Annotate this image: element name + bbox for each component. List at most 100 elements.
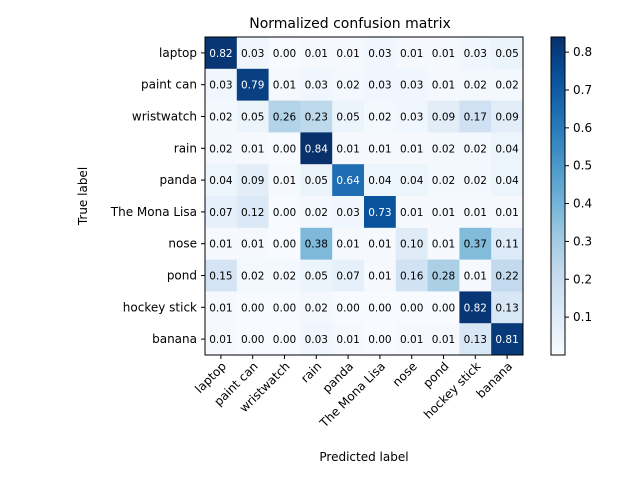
heatmap-cell	[459, 291, 492, 324]
heatmap-cell	[364, 100, 397, 133]
chart-title: Normalized confusion matrix	[249, 16, 451, 32]
cell-value-label: 0.13	[495, 302, 518, 314]
cell-value-label: 0.00	[368, 334, 391, 346]
cell-value-label: 0.02	[209, 143, 232, 155]
cell-value-label: 0.04	[495, 175, 519, 187]
cell-value-label: 0.02	[464, 143, 487, 155]
heatmap-cell	[491, 196, 524, 229]
heatmap-cell	[364, 132, 397, 165]
colorbar: 0.1 0.2 0.3 0.4 0.5 0.6 0.7 0.8	[550, 36, 592, 356]
cell-value-label: 0.73	[368, 207, 391, 219]
heatmap-cell	[491, 37, 524, 70]
heatmap-cell	[268, 68, 301, 102]
cell-value-label: 0.02	[495, 80, 518, 92]
heatmap-cell	[236, 37, 270, 70]
heatmap-cell	[236, 100, 270, 133]
heatmap-cell	[300, 100, 333, 133]
cell-value-label: 0.01	[400, 334, 423, 346]
cell-value-label: 0.01	[432, 239, 455, 251]
heatmap-cell	[364, 291, 397, 324]
y-tick-label: rain	[174, 141, 197, 155]
cell-value-label: 0.00	[273, 207, 296, 219]
colorbar-tick-label: 0.5	[573, 159, 592, 173]
cell-value-label: 0.01	[432, 80, 455, 92]
cell-value-label: 0.00	[273, 334, 296, 346]
heatmap-cell	[491, 164, 524, 197]
cell-value-label: 0.26	[273, 112, 297, 124]
colorbar-tick-label: 0.1	[573, 310, 592, 324]
heatmap-cell	[268, 132, 301, 165]
cell-value-label: 0.01	[305, 48, 328, 60]
y-tick-label: paint can	[141, 78, 197, 92]
cell-value-label: 0.79	[241, 80, 264, 92]
y-tick-label: nose	[168, 237, 197, 251]
cell-value-label: 0.03	[368, 48, 391, 60]
heatmap-cell	[491, 132, 524, 165]
cell-value-label: 0.01	[368, 143, 391, 155]
cell-value-label: 0.04	[495, 143, 519, 155]
heatmap-cell	[459, 100, 492, 133]
cell-value-label: 0.03	[336, 207, 359, 219]
heatmap-cell	[427, 68, 460, 102]
heatmap-cell	[364, 164, 397, 197]
heatmap-cell	[395, 196, 429, 229]
y-tick-label: banana	[152, 332, 197, 346]
colorbar-tick-label: 0.6	[573, 121, 592, 135]
cell-value-label: 0.02	[273, 271, 296, 283]
cell-value-label: 0.01	[368, 239, 391, 251]
cell-value-label: 0.01	[400, 143, 423, 155]
heatmap-cell	[364, 323, 397, 356]
heatmap-cell	[300, 132, 333, 165]
cell-value-label: 0.07	[336, 271, 359, 283]
cell-value-label: 0.01	[209, 239, 232, 251]
heatmap-cell	[395, 291, 429, 324]
cell-value-label: 0.02	[432, 143, 455, 155]
cell-value-label: 0.01	[209, 302, 232, 314]
x-axis-label: Predicted label	[319, 450, 408, 464]
heatmap-cells	[205, 37, 524, 356]
heatmap-cell	[332, 100, 365, 133]
cell-value-label: 0.00	[273, 143, 296, 155]
cell-value-label: 0.01	[336, 48, 359, 60]
heatmap-cell	[236, 259, 270, 292]
colorbar-tick-label: 0.7	[573, 83, 592, 97]
cell-value-label: 0.01	[273, 80, 296, 92]
cell-value-label: 0.03	[305, 334, 328, 346]
cell-value-label: 0.02	[432, 175, 455, 187]
heatmap-cell	[268, 291, 301, 324]
y-axis-label: True label	[76, 167, 90, 226]
heatmap-cell	[427, 132, 460, 165]
heatmap-cell	[491, 68, 524, 102]
colorbar-gradient	[550, 36, 566, 356]
cell-value-label: 0.13	[464, 334, 487, 346]
heatmap-cell	[395, 68, 429, 102]
heatmap-cell	[427, 259, 460, 292]
heatmap-cell	[236, 68, 270, 102]
heatmap-cell	[332, 68, 365, 102]
cell-value-label: 0.03	[209, 80, 232, 92]
heatmap-cell	[459, 259, 492, 292]
cell-value-label: 0.64	[336, 175, 360, 187]
cell-value-label: 0.00	[241, 334, 264, 346]
cell-value-label: 0.00	[241, 302, 264, 314]
cell-value-label: 0.04	[209, 175, 233, 187]
cell-value-label: 0.01	[495, 207, 518, 219]
cell-value-label: 0.01	[432, 207, 455, 219]
heatmap-cell	[300, 291, 333, 324]
heatmap-cell	[427, 100, 460, 133]
colorbar-tick-label: 0.4	[573, 197, 592, 211]
cell-value-label: 0.02	[368, 112, 391, 124]
cell-value-label: 0.01	[241, 239, 264, 251]
cell-value-label: 0.00	[273, 302, 296, 314]
cell-value-label: 0.03	[305, 80, 328, 92]
cell-value-label: 0.17	[464, 112, 487, 124]
cell-value-label: 0.81	[495, 334, 518, 346]
cell-value-label: 0.11	[495, 239, 518, 251]
heatmap-cell	[491, 227, 524, 261]
cell-value-label: 0.00	[368, 302, 391, 314]
heatmap-cell	[300, 164, 333, 197]
heatmap-cell	[236, 323, 270, 356]
cell-value-label: 0.16	[400, 271, 424, 283]
colorbar-tick-label: 0.3	[573, 234, 592, 248]
heatmap-cell	[332, 291, 365, 324]
